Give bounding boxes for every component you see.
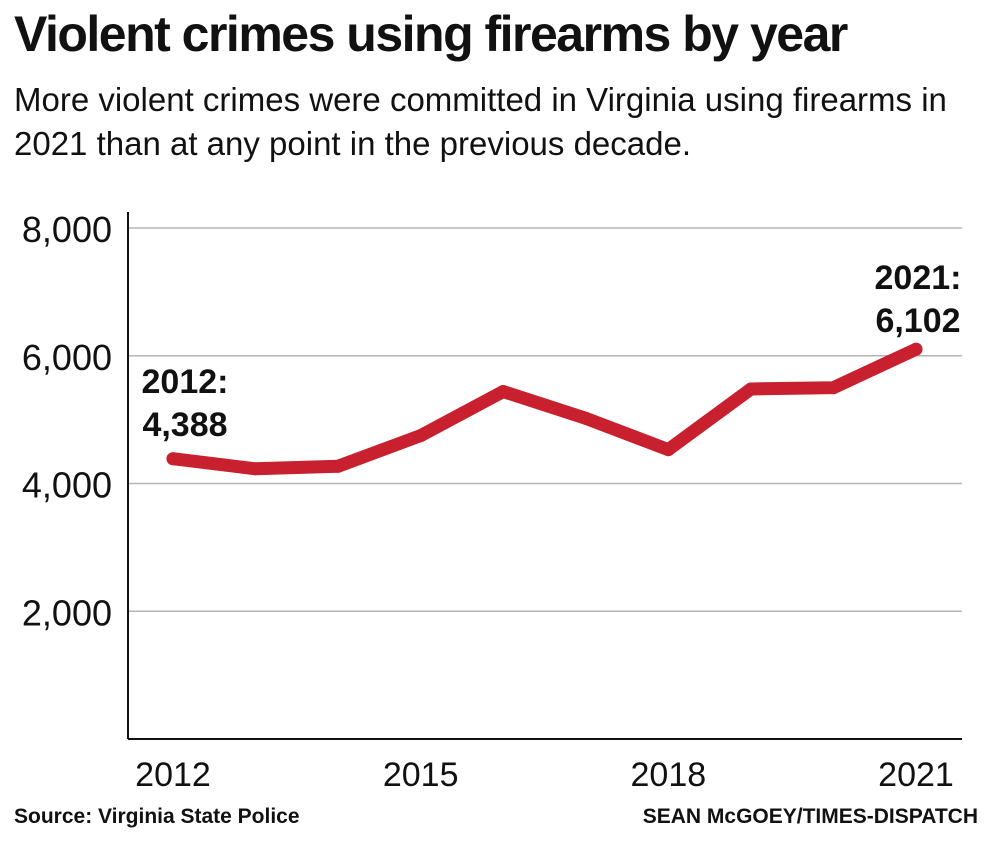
data-point (166, 452, 180, 466)
series-line (166, 342, 923, 476)
credit-line: SEAN McGOEY/TIMES-DISPATCH (642, 805, 978, 828)
y-tick-label: 6,000 (22, 337, 112, 378)
x-tick-label: 2021 (878, 756, 954, 794)
data-point (661, 443, 675, 457)
annotations: 2012: 4,388 2021: 6,102 (142, 259, 962, 444)
x-tick-label: 2018 (631, 756, 707, 794)
data-point (744, 382, 758, 396)
x-tick-label: 2015 (383, 756, 459, 794)
data-point (249, 462, 263, 476)
axes (127, 212, 962, 740)
y-tick-label: 4,000 (22, 465, 112, 506)
chart-title: Violent crimes using firearms by year (14, 6, 848, 62)
gridlines (128, 227, 962, 612)
chart-subtitle: More violent crimes were committed in Vi… (14, 81, 947, 162)
data-point (826, 381, 840, 395)
tick-labels: 2,000 4,000 6,000 8,000 2012 2015 2018 2021 (22, 209, 954, 794)
x-tick-label: 2012 (135, 756, 211, 794)
data-point (909, 342, 923, 356)
annotation-year: 2012: (142, 363, 229, 401)
y-tick-label: 2,000 (22, 592, 112, 633)
series-layer (166, 342, 923, 476)
annotation-year: 2021: (875, 259, 962, 297)
source-note: Source: Virginia State Police (14, 805, 300, 828)
annotation-value: 4,388 (142, 406, 227, 444)
data-point (331, 459, 345, 473)
y-tick-label: 8,000 (22, 209, 112, 250)
annotation-value: 6,102 (875, 302, 960, 340)
data-point (414, 429, 428, 443)
data-point (496, 385, 510, 399)
data-point (579, 411, 593, 425)
